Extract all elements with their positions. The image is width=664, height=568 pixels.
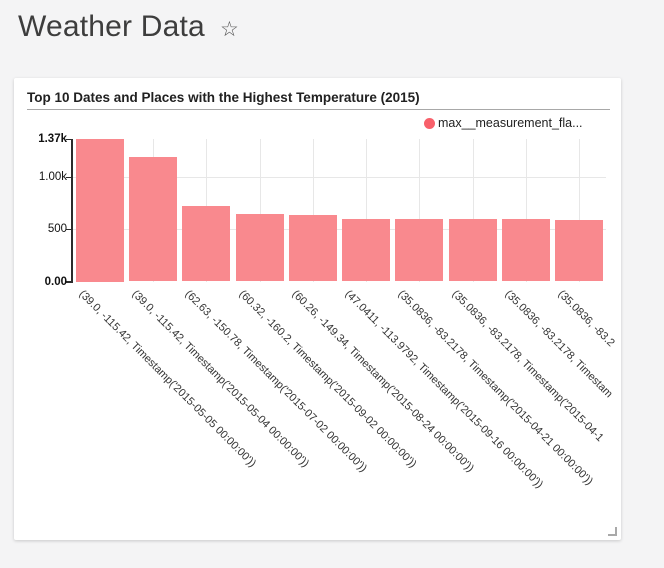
bar-series-2[interactable] <box>128 156 177 282</box>
page-title: Weather Data <box>18 10 205 43</box>
x-gridline <box>419 139 421 282</box>
bar-series-10[interactable] <box>555 220 604 282</box>
bar-series-8[interactable] <box>448 219 497 282</box>
x-gridline <box>312 139 314 282</box>
y-axis-tick <box>66 281 71 283</box>
x-gridline <box>579 139 581 282</box>
chart-title-divider <box>27 109 610 110</box>
y-axis-tick <box>66 176 71 179</box>
y-axis-tick <box>66 138 71 140</box>
bar-series-7[interactable] <box>395 218 444 282</box>
y-axis-tick <box>66 228 71 231</box>
x-tick-label: (62.63, -150.78, Timestamp('2015-07-02 0… <box>182 288 370 475</box>
chart-card: Top 10 Dates and Places with the Highest… <box>14 78 621 540</box>
y-tick-label: 500 <box>47 223 67 236</box>
bar-series-9[interactable] <box>502 219 551 282</box>
x-gridline <box>472 139 474 282</box>
y-tick-label: 0.00 <box>44 275 67 288</box>
x-gridline <box>366 139 368 282</box>
y-tick-label: 1.00k <box>38 171 67 184</box>
x-tick-label: (35.0836, -83.2178, Timestamp('2015-04-2… <box>395 288 596 488</box>
x-tick-label: (60.26, -149.34, Timestamp('2015-08-24 0… <box>289 288 476 475</box>
x-gridline <box>526 139 528 282</box>
x-gridline <box>259 139 261 282</box>
y-axis-line <box>70 139 73 283</box>
bar-chart-plot-area: 0.00 500 1.00k 1.37k (39.0, -115.42, Timesta… <box>14 78 621 540</box>
x-tick-label: (35.0836, -83.2178, Timestam <box>502 288 615 401</box>
bar-series-6[interactable] <box>342 218 391 282</box>
bar-series-4[interactable] <box>235 213 284 282</box>
y-tick-label: 1.37k <box>38 133 67 145</box>
x-tick-label: (35.0836, -83.2 <box>555 288 618 350</box>
bar-series-1[interactable] <box>75 139 124 282</box>
bar-series-3[interactable] <box>182 205 231 282</box>
bar-series-5[interactable] <box>288 214 337 282</box>
star-outline-icon[interactable]: ☆ <box>219 17 239 41</box>
x-tick-label: (60.32, -160.2, Timestamp('2015-09-02 00… <box>236 288 419 471</box>
y-gridline <box>73 229 606 231</box>
x-tick-label: (39.0, -115.42, Timestamp('2015-05-04 00… <box>129 288 312 470</box>
page-header: Weather Data ☆ <box>18 10 239 44</box>
legend-label: max__measurement_fla... <box>438 116 583 130</box>
legend-item[interactable]: max__measurement_fla... <box>424 116 583 130</box>
x-tick-label: (39.0, -115.42, Timestamp('2015-05-05 00… <box>76 288 258 470</box>
chart-title: Top 10 Dates and Places with the Highest… <box>27 90 420 105</box>
legend-dot-icon <box>424 117 435 129</box>
resize-handle-icon[interactable] <box>608 527 617 536</box>
y-gridline <box>73 177 606 179</box>
x-tick-label: (47.0411, -113.9792, Timestamp('2015-09-… <box>342 288 546 491</box>
